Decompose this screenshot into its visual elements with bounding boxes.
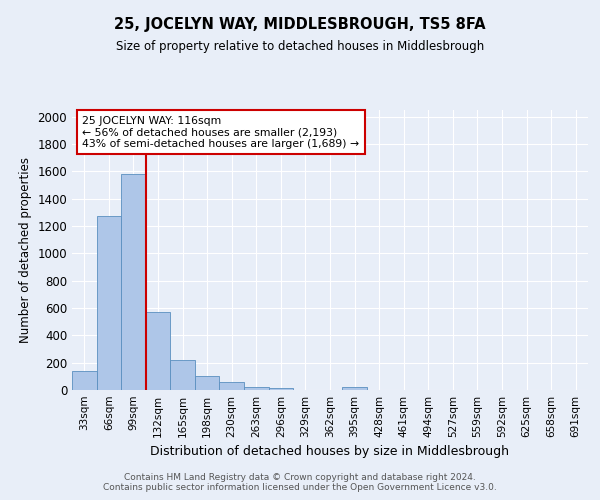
X-axis label: Distribution of detached houses by size in Middlesbrough: Distribution of detached houses by size … [151, 446, 509, 458]
Bar [269, 388, 293, 390]
Bar [342, 388, 367, 390]
Bar [146, 312, 170, 390]
Bar [195, 376, 220, 390]
Bar [97, 216, 121, 390]
Y-axis label: Number of detached properties: Number of detached properties [19, 157, 32, 343]
Bar [72, 371, 97, 390]
Text: Size of property relative to detached houses in Middlesbrough: Size of property relative to detached ho… [116, 40, 484, 53]
Bar [244, 386, 269, 390]
Text: 25 JOCELYN WAY: 116sqm
← 56% of detached houses are smaller (2,193)
43% of semi-: 25 JOCELYN WAY: 116sqm ← 56% of detached… [82, 116, 359, 149]
Bar [220, 382, 244, 390]
Text: 25, JOCELYN WAY, MIDDLESBROUGH, TS5 8FA: 25, JOCELYN WAY, MIDDLESBROUGH, TS5 8FA [114, 18, 486, 32]
Bar [170, 360, 195, 390]
Text: Contains HM Land Registry data © Crown copyright and database right 2024.
Contai: Contains HM Land Registry data © Crown c… [103, 473, 497, 492]
Bar [121, 174, 146, 390]
